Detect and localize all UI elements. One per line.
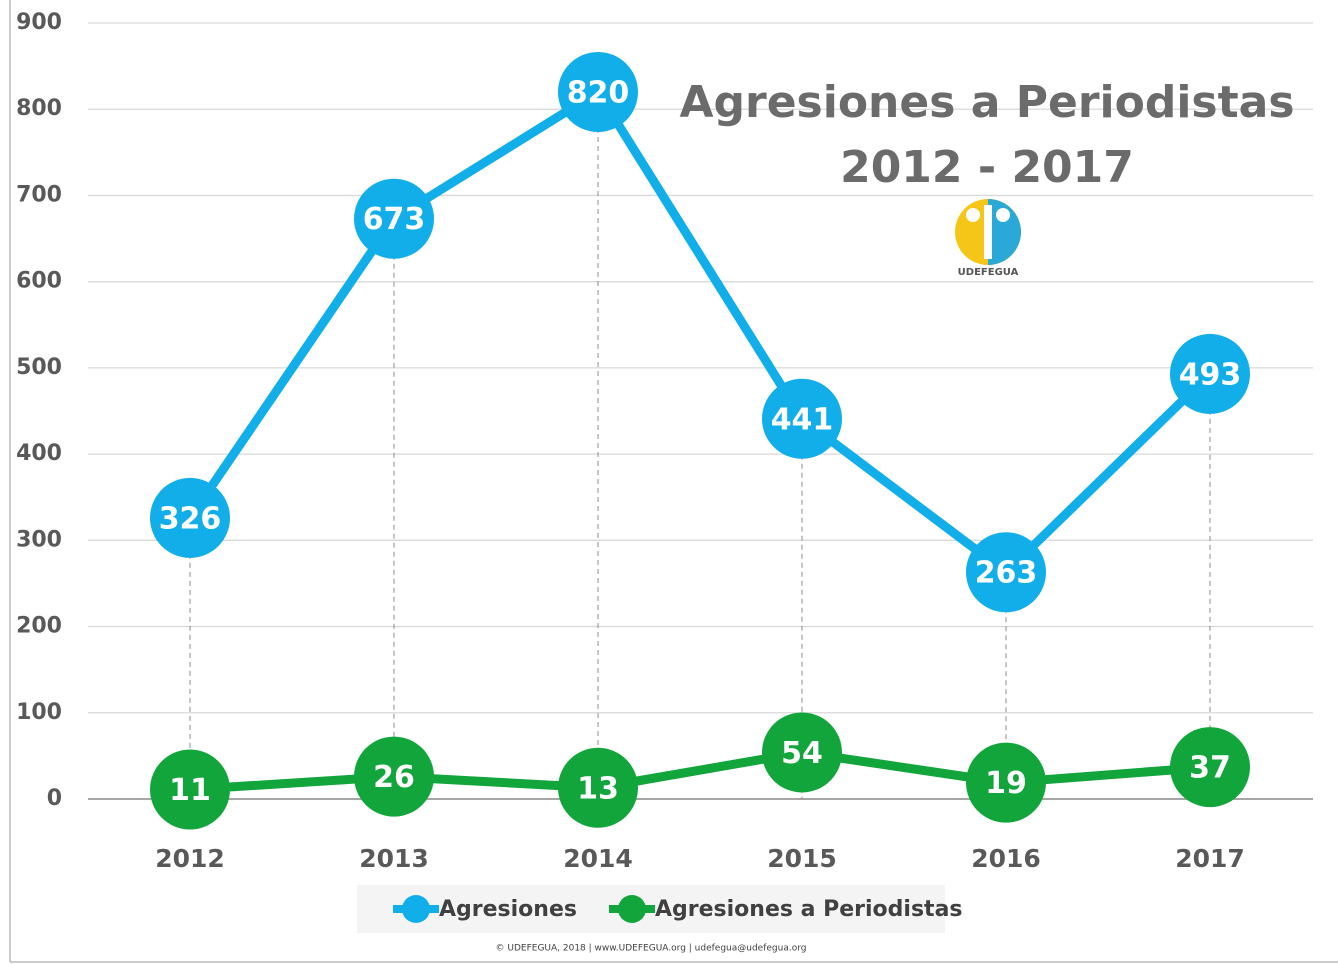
footer: © UDEFEGUA, 2018 | www.UDEFEGUA.org | ud… xyxy=(496,944,807,954)
data-label: 820 xyxy=(567,75,630,110)
data-label: 26 xyxy=(373,760,415,795)
point xyxy=(966,742,1046,823)
legend-swatch xyxy=(617,895,646,923)
point xyxy=(354,178,434,259)
legend-label: Agresiones xyxy=(439,897,577,922)
legend-swatch xyxy=(402,895,430,923)
data-label: 54 xyxy=(781,736,823,771)
x-tick-label: 2016 xyxy=(971,844,1041,873)
data-label: 326 xyxy=(159,501,222,536)
point xyxy=(558,51,638,132)
data-label: 11 xyxy=(169,773,211,808)
x-tick-label: 2015 xyxy=(767,844,837,873)
data-label: 263 xyxy=(975,556,1038,591)
x-tick-label: 2017 xyxy=(1175,844,1245,873)
point xyxy=(966,532,1046,613)
point xyxy=(558,747,638,828)
data-label: 37 xyxy=(1189,751,1231,786)
x-tick-label: 2012 xyxy=(155,844,225,873)
y-tick-label: 100 xyxy=(16,700,62,725)
y-tick-label: 300 xyxy=(16,527,62,552)
point xyxy=(150,749,230,830)
chart-title: Agresiones a Periodistas xyxy=(679,77,1294,128)
data-label: 493 xyxy=(1179,357,1242,392)
data-label: 441 xyxy=(771,402,834,437)
y-tick-label: 600 xyxy=(16,269,62,294)
point xyxy=(1170,727,1250,808)
data-label: 673 xyxy=(363,202,426,237)
y-tick-label: 400 xyxy=(16,441,62,466)
y-tick-label: 900 xyxy=(16,10,62,35)
y-tick-label: 500 xyxy=(16,355,62,380)
point xyxy=(150,477,230,558)
x-tick-label: 2013 xyxy=(359,844,429,873)
y-tick-label: 700 xyxy=(16,182,62,207)
y-tick-label: 200 xyxy=(16,614,62,639)
point xyxy=(762,378,842,459)
point xyxy=(762,712,842,793)
y-tick-label: 800 xyxy=(16,96,62,121)
point xyxy=(354,736,434,817)
series-line xyxy=(189,747,1211,795)
data-label: 19 xyxy=(985,766,1027,801)
logo xyxy=(955,199,1021,265)
point xyxy=(1170,333,1250,414)
x-tick-label: 2014 xyxy=(563,844,633,873)
data-label: 13 xyxy=(577,771,619,806)
plot: 0 100 200 300 400 500 600 700 800 900 2012 2013 2014… xyxy=(16,10,1313,873)
chart-title: 2012 - 2017 xyxy=(840,142,1134,193)
series-line xyxy=(186,87,1214,577)
y-tick-label: 0 xyxy=(47,786,62,811)
logo-text: UDEFEGUA xyxy=(958,267,1019,278)
legend-label: Agresiones a Periodistas xyxy=(655,897,963,922)
